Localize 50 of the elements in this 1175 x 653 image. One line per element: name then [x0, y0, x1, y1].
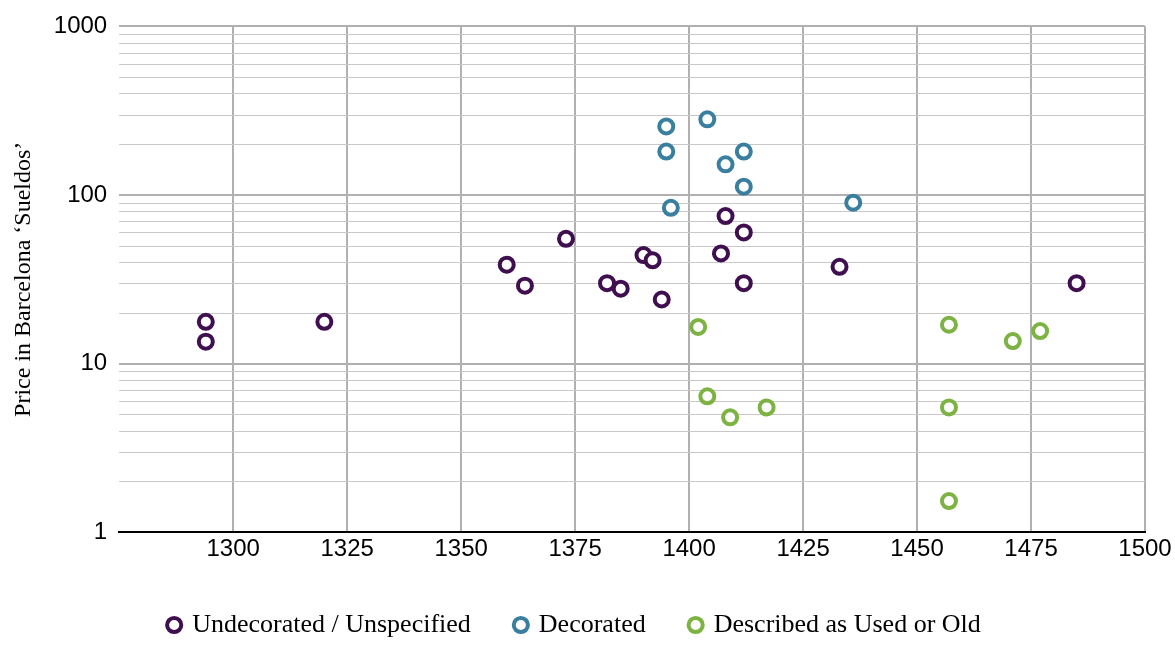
point	[196, 332, 215, 351]
y-tick-label: 10	[80, 348, 108, 376]
y-tick-label: 1000	[53, 11, 108, 39]
x-tick-label: 1325	[320, 534, 374, 562]
x-tick-label: 1425	[776, 534, 830, 562]
point	[698, 110, 717, 129]
point	[1031, 322, 1050, 341]
point	[721, 408, 740, 427]
point	[315, 312, 334, 331]
point	[939, 315, 958, 334]
point	[716, 207, 735, 226]
point	[734, 142, 753, 161]
point	[712, 244, 730, 263]
legend-label: Described as Used or Old	[713, 608, 981, 638]
point	[598, 274, 617, 293]
point	[611, 279, 630, 298]
y-axis-title: Price in Barcelona ‘Sueldos’	[8, 141, 35, 417]
point	[830, 257, 849, 276]
point	[643, 251, 662, 270]
point	[1003, 332, 1022, 351]
x-tick-label: 1400	[662, 534, 716, 562]
x-tick-label: 1500	[1118, 534, 1172, 562]
point	[716, 155, 735, 174]
point	[661, 198, 680, 217]
point	[497, 255, 516, 274]
x-tick-label: 1300	[206, 534, 260, 562]
point	[1067, 274, 1086, 293]
legend-label: Undecorated / Unspecified	[192, 608, 471, 638]
point	[734, 274, 753, 293]
point	[657, 142, 676, 161]
point	[698, 387, 717, 406]
y-tick-label: 100	[67, 179, 108, 207]
y-tick-label: 1	[93, 516, 108, 544]
point	[689, 317, 708, 336]
point	[196, 312, 215, 331]
point	[939, 492, 958, 511]
x-tick-label: 1475	[1004, 534, 1058, 562]
point	[515, 276, 534, 295]
x-tick-label: 1450	[890, 534, 944, 562]
point	[757, 398, 776, 417]
legend-label: Decorated	[538, 608, 646, 638]
point	[652, 290, 671, 309]
point	[657, 117, 676, 136]
point	[734, 223, 753, 242]
x-tick-label: 1350	[434, 534, 488, 562]
point	[734, 177, 753, 196]
point	[939, 398, 958, 417]
point	[844, 193, 863, 212]
point	[556, 229, 575, 248]
x-tick-label: 1375	[548, 534, 602, 562]
